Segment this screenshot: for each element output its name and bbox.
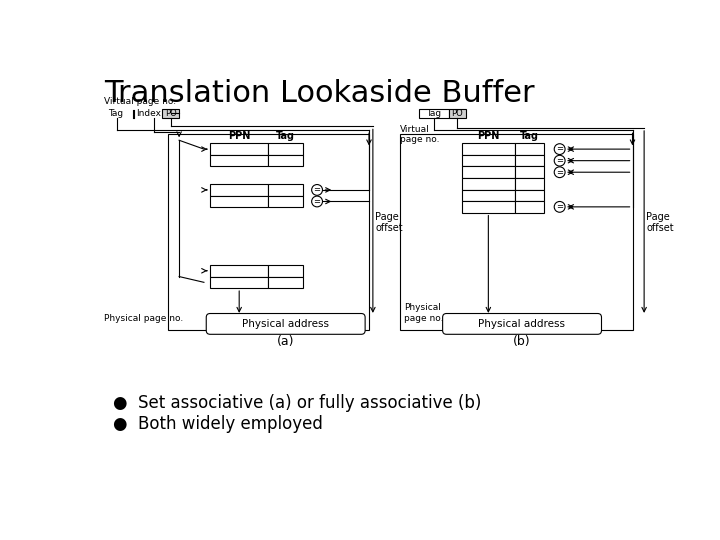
Bar bbox=[210, 195, 269, 207]
Bar bbox=[210, 155, 269, 166]
Bar bbox=[210, 276, 269, 288]
Text: Virtual
page no.: Virtual page no. bbox=[400, 125, 439, 144]
FancyBboxPatch shape bbox=[443, 314, 601, 334]
Bar bbox=[168, 134, 369, 330]
Bar bbox=[449, 109, 466, 118]
Text: =: = bbox=[556, 202, 563, 211]
Text: (b): (b) bbox=[513, 335, 531, 348]
Bar bbox=[269, 265, 303, 276]
Bar bbox=[210, 143, 269, 155]
Text: PO: PO bbox=[451, 109, 463, 118]
Text: PPN: PPN bbox=[228, 131, 251, 141]
Bar bbox=[419, 109, 449, 118]
Circle shape bbox=[554, 167, 565, 178]
Bar bbox=[462, 190, 515, 201]
Bar bbox=[269, 276, 303, 288]
Text: Page
offset: Page offset bbox=[647, 212, 674, 233]
Text: Tag: Tag bbox=[276, 131, 295, 141]
Text: Physical address: Physical address bbox=[478, 319, 565, 328]
Bar bbox=[269, 195, 303, 207]
Text: Translation Lookaside Buffer: Translation Lookaside Buffer bbox=[104, 79, 534, 107]
Text: PPN: PPN bbox=[477, 131, 500, 141]
Bar bbox=[515, 143, 544, 155]
Text: ●  Both widely employed: ● Both widely employed bbox=[113, 415, 323, 433]
Text: Page
offset: Page offset bbox=[375, 212, 402, 233]
FancyBboxPatch shape bbox=[206, 314, 365, 334]
Text: Index: Index bbox=[137, 109, 161, 118]
Text: Physical page no.: Physical page no. bbox=[104, 314, 183, 323]
Bar bbox=[269, 184, 303, 195]
Circle shape bbox=[554, 144, 565, 154]
Circle shape bbox=[312, 185, 323, 195]
Bar bbox=[210, 184, 269, 195]
Text: Physical
page no.: Physical page no. bbox=[404, 303, 444, 323]
Bar bbox=[462, 201, 515, 213]
Bar bbox=[462, 143, 515, 155]
Circle shape bbox=[554, 156, 565, 166]
Bar bbox=[162, 109, 179, 118]
Bar bbox=[515, 155, 544, 166]
Text: =: = bbox=[556, 156, 563, 165]
Bar bbox=[515, 166, 544, 178]
Bar bbox=[462, 155, 515, 166]
Text: =: = bbox=[556, 168, 563, 177]
Bar bbox=[515, 178, 544, 190]
Bar bbox=[515, 201, 544, 213]
Text: Virtual page no.: Virtual page no. bbox=[104, 97, 176, 106]
Text: Physical address: Physical address bbox=[242, 319, 329, 328]
Text: =: = bbox=[314, 185, 320, 194]
Text: PO: PO bbox=[165, 109, 176, 118]
Text: =: = bbox=[556, 145, 563, 153]
Text: Tag: Tag bbox=[426, 109, 441, 118]
Bar bbox=[269, 143, 303, 155]
Text: =: = bbox=[314, 197, 320, 206]
Bar bbox=[400, 134, 632, 330]
Text: Tag: Tag bbox=[520, 131, 539, 141]
Bar bbox=[515, 190, 544, 201]
Bar bbox=[210, 265, 269, 276]
Text: ●  Set associative (a) or fully associative (b): ● Set associative (a) or fully associati… bbox=[113, 394, 482, 413]
Circle shape bbox=[312, 196, 323, 207]
Text: (a): (a) bbox=[276, 335, 294, 348]
Bar bbox=[269, 155, 303, 166]
Text: Tag: Tag bbox=[108, 109, 123, 118]
Bar bbox=[462, 166, 515, 178]
Circle shape bbox=[554, 201, 565, 212]
Bar bbox=[462, 178, 515, 190]
